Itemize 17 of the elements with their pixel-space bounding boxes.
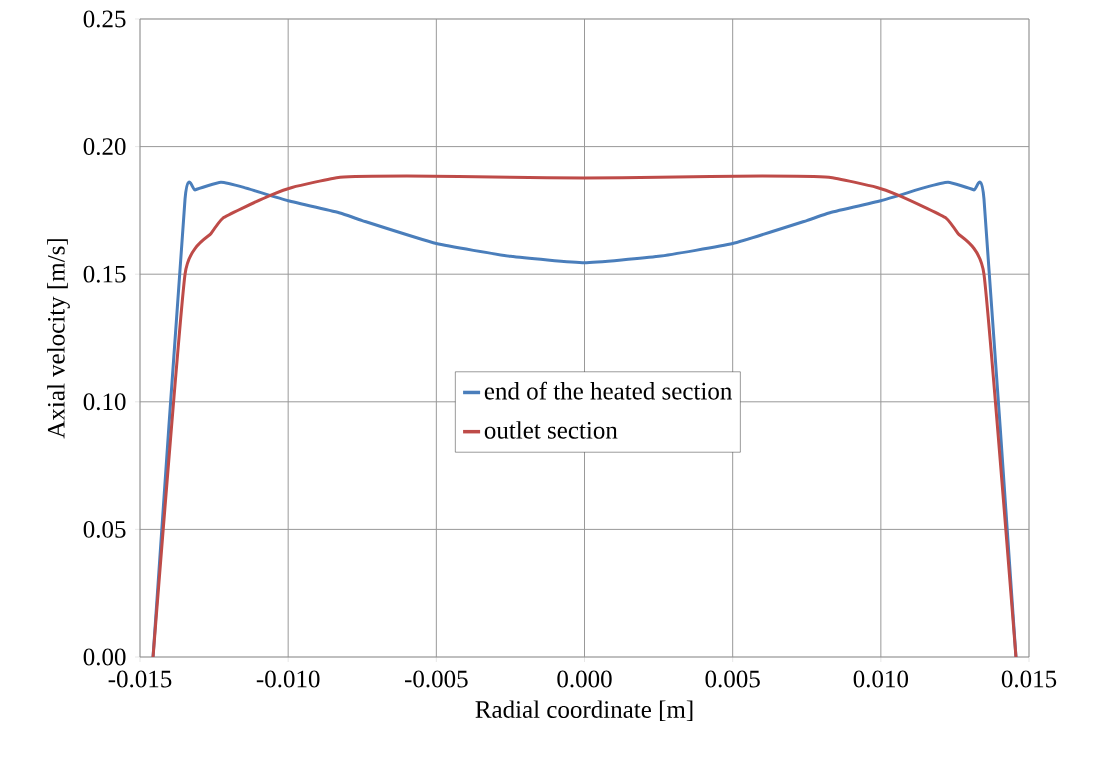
x-tick-label: -0.010 <box>256 670 320 688</box>
x-tick-label: -0.015 <box>108 670 172 688</box>
legend-label: end of the heated section <box>484 381 732 400</box>
x-tick-label: -0.005 <box>404 670 468 688</box>
y-axis-title: Axial velocity [m/s] <box>47 239 70 439</box>
y-tick-label: 0.20 <box>83 138 126 156</box>
y-tick-label: 0.00 <box>83 648 126 666</box>
x-tick-label: 0.000 <box>557 670 612 688</box>
x-tick-label: 0.005 <box>705 670 760 688</box>
y-tick-label: 0.10 <box>83 393 126 411</box>
y-tick-label: 0.05 <box>83 520 126 538</box>
x-tick-label: 0.010 <box>853 670 909 688</box>
legend-label: outlet section <box>484 421 618 439</box>
x-tick-label: 0.015 <box>1001 670 1057 688</box>
y-tick-label: 0.15 <box>83 265 126 283</box>
y-tick-label: 0.25 <box>83 10 126 28</box>
x-axis-title: Radial coordinate [m] <box>475 700 693 722</box>
